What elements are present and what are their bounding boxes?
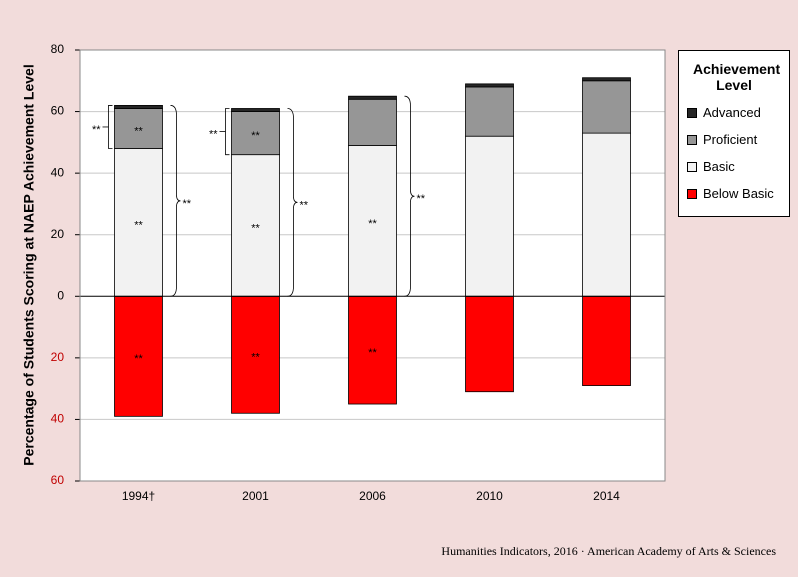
legend-label: Basic [703,159,735,174]
legend-item: Below Basic [687,186,789,201]
brace-note: ** [417,193,426,205]
y-tick-label: 60 [51,104,65,118]
bar-segment [348,295,397,405]
bar-segment [582,80,631,134]
bar-segment [114,108,163,149]
bar-segment [582,132,631,297]
legend-label: Below Basic [703,186,774,201]
brace-note: ** [183,198,192,210]
bar-segment [348,145,397,297]
y-axis-label: Percentage of Students Scoring at NAEP A… [21,64,37,465]
y-tick-label: 20 [51,227,65,241]
legend: Achievement Level Advanced Proficient Basi… [678,50,790,217]
bar-segment [231,295,280,414]
legend-item: Basic [687,159,789,174]
bar-segment [582,77,631,82]
significance-note: ** [368,218,377,230]
significance-note: ** [134,125,143,137]
bar-segment [465,83,514,88]
bracket-note: ** [92,124,101,136]
bar-segment [465,135,514,297]
bar-segment [465,295,514,393]
brace [287,108,298,297]
brace [404,95,415,297]
legend-item: Proficient [687,132,789,147]
legend-swatch [687,107,697,118]
legend-swatch [687,134,697,145]
bar-segment [114,148,163,297]
legend-title: Achievement Level [693,61,781,93]
brace [170,105,181,297]
x-tick-label: 1994† [122,489,155,503]
bar-segment [231,108,280,112]
significance-note: ** [251,130,260,142]
y-tick-label: 80 [51,42,65,56]
bar-segment [348,98,397,146]
bar-segment [348,95,397,100]
y-tick-label: 40 [51,412,65,426]
bar-segment [231,154,280,297]
brace-note: ** [300,199,309,211]
x-tick-label: 2006 [359,489,386,503]
significance-note: ** [134,353,143,365]
y-tick-label: 40 [51,165,65,179]
x-tick-label: 2001 [242,489,269,503]
significance-note: ** [251,352,260,364]
source: Humanities Indicators, 2016 · American A… [441,544,776,558]
bracket-note: ** [209,128,218,140]
y-tick-label: 60 [51,473,65,487]
legend-label: Advanced [703,105,761,120]
bar-segment [114,105,163,109]
plot-border [79,49,666,482]
significance-note: ** [251,222,260,234]
y-tick-label: 0 [57,288,64,302]
bar-segment [465,86,514,137]
significance-note: ** [368,347,377,359]
x-tick-label: 2014 [593,489,620,503]
legend-item: Advanced [687,105,789,120]
bar-segment [114,295,163,417]
x-tick-label: 2010 [476,489,503,503]
bar-segment [582,295,631,386]
legend-label: Proficient [703,132,758,147]
significance-note: ** [134,219,143,231]
legend-swatch [687,188,697,199]
bar-segment [231,111,280,156]
y-tick-label: 20 [51,350,65,364]
legend-swatch [687,161,697,172]
